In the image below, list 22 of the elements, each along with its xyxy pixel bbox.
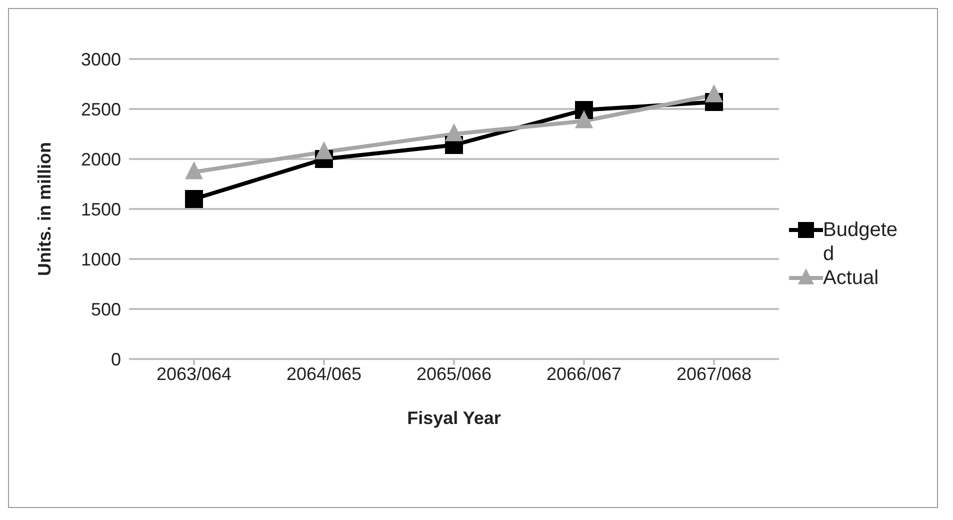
point <box>575 110 593 128</box>
y-tick-label: 3000 <box>80 49 121 70</box>
x-tick-label: 2067/068 <box>676 364 752 384</box>
x-tick-label: 2065/066 <box>416 364 492 384</box>
y-tick-label: 2500 <box>80 99 121 120</box>
legend-label: Actual <box>823 266 880 290</box>
legend-label: Budgeted <box>823 218 899 266</box>
y-tick-label: 1000 <box>80 249 121 270</box>
y-tick-label: 0 <box>110 349 121 370</box>
point <box>705 84 723 102</box>
x-axis-title: Fisyal Year <box>407 408 501 428</box>
y-tick-label: 2000 <box>80 149 121 170</box>
point <box>185 161 203 180</box>
x-tick-label: 2066/067 <box>546 364 622 384</box>
y-axis-title: Units. in million <box>34 142 54 276</box>
y-tick-label: 500 <box>90 299 121 320</box>
x-tick-label: 2064/065 <box>286 364 362 384</box>
x-tick-label: 2063/064 <box>156 364 232 384</box>
point <box>185 190 203 208</box>
point <box>445 123 463 142</box>
y-tick-label: 1500 <box>80 199 121 220</box>
point <box>315 141 333 160</box>
